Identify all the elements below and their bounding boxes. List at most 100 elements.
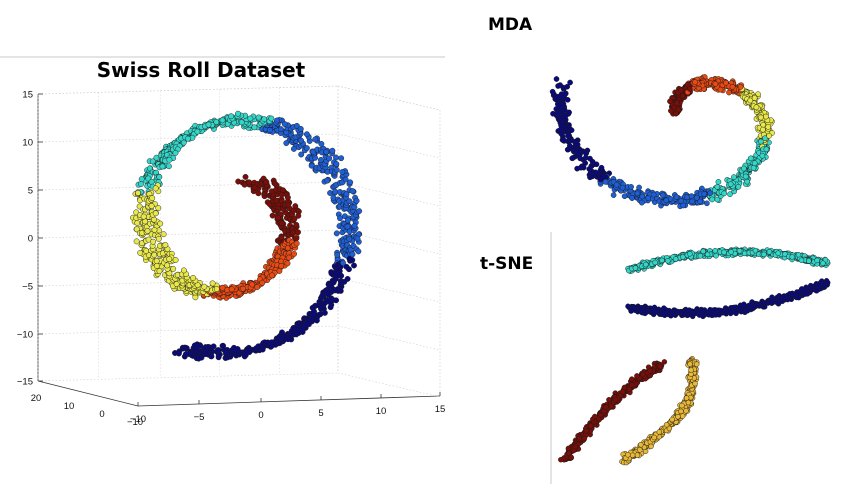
z-tick-label: −15 bbox=[17, 377, 33, 388]
mda-point bbox=[763, 146, 770, 153]
swiss-roll-point bbox=[159, 163, 166, 170]
swiss-roll-point bbox=[319, 292, 326, 299]
tsne-point bbox=[814, 257, 820, 264]
swiss-roll-point bbox=[151, 227, 158, 233]
grid-line bbox=[337, 133, 441, 159]
swiss-roll-point bbox=[268, 342, 275, 349]
swiss-roll-point bbox=[228, 286, 235, 293]
mda-point bbox=[613, 181, 620, 188]
swiss-roll-point bbox=[327, 304, 334, 311]
mda-point bbox=[727, 181, 734, 188]
swiss-roll-point bbox=[344, 223, 351, 230]
mda-point bbox=[727, 191, 733, 198]
tsne-point bbox=[819, 279, 825, 286]
tsne-point bbox=[608, 403, 615, 410]
swiss-roll-point bbox=[213, 286, 220, 292]
swiss-roll-point bbox=[291, 250, 298, 257]
swiss-roll-point bbox=[303, 321, 310, 327]
mda-point bbox=[639, 193, 646, 200]
tsne-point bbox=[741, 301, 747, 308]
mda-point bbox=[555, 110, 561, 117]
swiss-roll-point bbox=[266, 127, 273, 134]
swiss-roll-point bbox=[330, 297, 337, 304]
swiss-roll-point bbox=[298, 151, 305, 158]
tsne-point bbox=[637, 447, 643, 453]
mda-point bbox=[715, 179, 722, 185]
swiss-roll-point bbox=[251, 124, 258, 131]
mda-point bbox=[759, 152, 766, 159]
mda-point bbox=[751, 95, 758, 101]
swiss-roll-point bbox=[228, 113, 235, 120]
tsne-point bbox=[675, 413, 681, 420]
mda-point bbox=[712, 81, 719, 87]
tsne-point bbox=[688, 367, 694, 373]
tsne-point bbox=[798, 257, 805, 264]
tsne-point bbox=[799, 286, 805, 292]
swiss-roll-point bbox=[281, 121, 288, 128]
mda-point bbox=[709, 196, 716, 203]
swiss-roll-point bbox=[285, 336, 291, 343]
tsne-point bbox=[558, 456, 564, 463]
mda-point bbox=[766, 132, 772, 139]
swiss-roll-point bbox=[310, 312, 317, 319]
grid-line bbox=[337, 277, 441, 303]
swiss-roll-point bbox=[346, 266, 352, 273]
swiss-roll-point bbox=[263, 179, 270, 186]
swiss-roll-point bbox=[333, 161, 340, 167]
swiss-roll-point bbox=[326, 155, 333, 162]
mda-point bbox=[599, 173, 606, 179]
swiss-roll-point bbox=[165, 163, 172, 170]
mda-point bbox=[634, 190, 641, 197]
swiss-roll-point bbox=[332, 275, 339, 282]
swiss-roll-point bbox=[278, 126, 284, 133]
swiss-roll-point bbox=[190, 274, 197, 281]
x-tick-label: −5 bbox=[194, 412, 205, 423]
mda-point bbox=[717, 86, 724, 93]
mda-point bbox=[562, 90, 569, 97]
swiss-roll-point bbox=[336, 270, 343, 277]
mda-point bbox=[757, 138, 764, 145]
swiss-roll-point bbox=[333, 230, 340, 237]
tsne-point bbox=[683, 408, 689, 414]
tsne-point bbox=[806, 258, 812, 264]
tsne-point bbox=[652, 259, 658, 266]
swiss-roll-point bbox=[333, 154, 339, 161]
swiss-roll-point bbox=[337, 287, 344, 294]
tsne-point bbox=[657, 363, 663, 370]
swiss-roll-point bbox=[313, 317, 320, 324]
tsne-point bbox=[620, 389, 626, 395]
tsne-point bbox=[570, 447, 577, 454]
mda-point bbox=[593, 161, 600, 168]
mda-point bbox=[562, 113, 569, 119]
swiss-roll-point bbox=[272, 180, 278, 187]
tsne-point bbox=[789, 254, 795, 260]
swiss-roll-point bbox=[312, 136, 319, 143]
tsne-point bbox=[692, 380, 698, 387]
mda-point bbox=[765, 124, 772, 130]
z-tick-label: 0 bbox=[28, 234, 33, 245]
mda-point bbox=[574, 165, 580, 172]
swiss-roll-point bbox=[220, 342, 227, 349]
tsne-point bbox=[687, 309, 694, 316]
y-tick-label: 10 bbox=[64, 401, 75, 412]
tsne-point bbox=[663, 421, 670, 428]
swiss-roll-point bbox=[155, 205, 162, 211]
mda-point bbox=[555, 83, 561, 89]
swiss-roll-point bbox=[288, 331, 295, 337]
tsne-point bbox=[651, 434, 657, 441]
mda-point bbox=[744, 178, 750, 185]
tsne-point bbox=[710, 312, 717, 318]
swiss-roll-point bbox=[333, 166, 340, 173]
tsne-point bbox=[731, 304, 737, 311]
mda-point bbox=[587, 155, 593, 162]
tsne-point bbox=[659, 257, 665, 264]
swiss-roll-point bbox=[133, 238, 140, 245]
swiss-roll-point bbox=[285, 201, 292, 208]
swiss-roll-point bbox=[142, 218, 149, 225]
tsne-point bbox=[733, 310, 739, 317]
swiss-roll-point bbox=[337, 215, 343, 222]
swiss-roll-point bbox=[322, 299, 329, 306]
mda-point bbox=[747, 155, 754, 162]
swiss-roll-point bbox=[274, 117, 280, 124]
mda-point bbox=[621, 193, 628, 200]
